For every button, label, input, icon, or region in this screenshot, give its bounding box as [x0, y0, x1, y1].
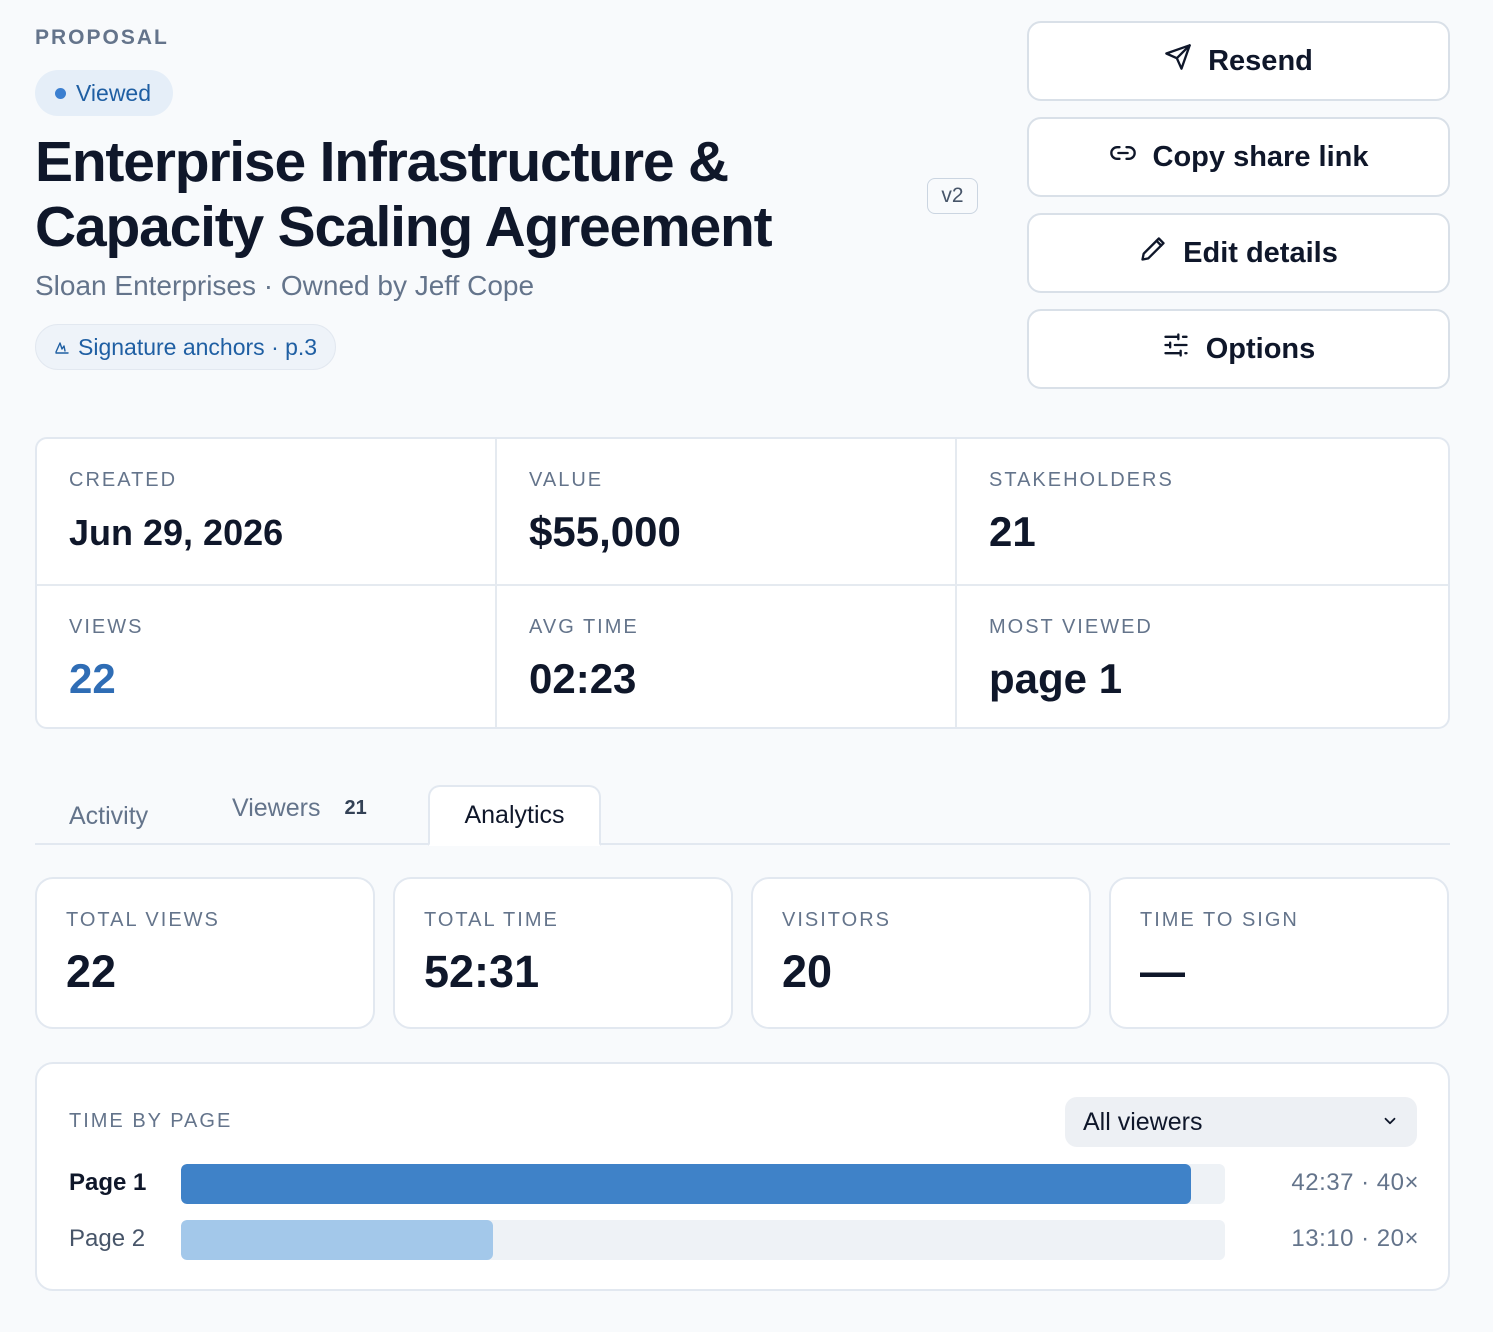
sliders-icon: [1162, 331, 1190, 367]
metric-total-time: TOTAL TIME 52:31: [393, 877, 733, 1029]
tab-viewers-label: Viewers: [232, 794, 320, 823]
signature-anchors-chip[interactable]: Signature anchors · p.3: [35, 324, 336, 370]
stat-label: VIEWS: [69, 616, 463, 639]
time-by-page-panel: TIME BY PAGE All viewers Page 1 42:37 · …: [35, 1062, 1450, 1291]
stat-label: STAKEHOLDERS: [989, 469, 1416, 492]
page-title: Enterprise Infrastructure & Capacity Sca…: [35, 130, 895, 260]
proposal-stats-grid: CREATED Jun 29, 2026 VALUE $55,000 STAKE…: [35, 437, 1450, 729]
edit-details-label: Edit details: [1183, 237, 1338, 270]
proposal-eyebrow: PROPOSAL: [35, 26, 169, 50]
page-time-stat: 42:37 · 40×: [1291, 1169, 1419, 1197]
metric-value: 20: [782, 946, 1060, 998]
metric-value: 52:31: [424, 946, 702, 998]
status-dot-icon: [55, 88, 66, 99]
metric-total-views: TOTAL VIEWS 22: [35, 877, 375, 1029]
resend-button[interactable]: Resend: [1027, 21, 1450, 101]
signature-icon: [54, 334, 70, 361]
stat-label: VALUE: [529, 469, 923, 492]
tab-activity[interactable]: Activity: [69, 786, 148, 847]
stat-label: AVG TIME: [529, 616, 923, 639]
page-label: Page 2: [69, 1225, 145, 1253]
version-badge: v2: [927, 178, 978, 214]
action-buttons: Resend Copy share link Edit details Opti…: [1027, 21, 1450, 405]
send-icon: [1164, 43, 1192, 79]
stat-most-viewed: MOST VIEWED page 1: [957, 586, 1448, 729]
copy-share-link-label: Copy share link: [1153, 141, 1369, 174]
resend-label: Resend: [1208, 45, 1313, 78]
page-subtitle: Sloan Enterprises · Owned by Jeff Cope: [35, 270, 534, 302]
stat-value: Jun 29, 2026: [69, 512, 463, 554]
pencil-icon: [1139, 235, 1167, 271]
stat-value-amount: VALUE $55,000: [497, 439, 957, 586]
time-by-page-rows: Page 1 42:37 · 40× Page 2 13:10 · 20×: [69, 1161, 1419, 1273]
viewers-count-badge: 21: [344, 797, 366, 820]
tab-viewers[interactable]: Viewers 21: [232, 778, 367, 839]
edit-details-button[interactable]: Edit details: [1027, 213, 1450, 293]
analytics-metrics: TOTAL VIEWS 22 TOTAL TIME 52:31 VISITORS…: [35, 877, 1450, 1029]
stat-value: 21: [989, 508, 1416, 556]
stat-stakeholders: STAKEHOLDERS 21: [957, 439, 1448, 586]
stat-created: CREATED Jun 29, 2026: [37, 439, 497, 586]
viewer-filter-select[interactable]: All viewers: [1065, 1097, 1417, 1147]
stat-value: 02:23: [529, 655, 923, 703]
metric-value: 22: [66, 946, 344, 998]
time-bar-track: [181, 1220, 1225, 1260]
stat-avg-time: AVG TIME 02:23: [497, 586, 957, 729]
metric-label: TIME TO SIGN: [1140, 909, 1418, 932]
link-icon: [1109, 139, 1137, 175]
metric-value: —: [1140, 946, 1418, 998]
time-bar-track: [181, 1164, 1225, 1204]
page-time-row: Page 1 42:37 · 40×: [69, 1161, 1419, 1217]
options-label: Options: [1206, 333, 1316, 366]
tab-bar: Activity Viewers 21 Analytics: [35, 784, 1450, 845]
stat-value: page 1: [989, 655, 1416, 703]
page-time-row: Page 2 13:10 · 20×: [69, 1217, 1419, 1273]
page-label: Page 1: [69, 1169, 146, 1197]
chevron-down-icon: [1381, 1108, 1399, 1137]
options-button[interactable]: Options: [1027, 309, 1450, 389]
stat-label: CREATED: [69, 469, 463, 492]
stat-views: VIEWS 22: [37, 586, 497, 729]
stat-value: $55,000: [529, 508, 923, 556]
time-bar-fill: [181, 1164, 1191, 1204]
stat-value: 22: [69, 655, 463, 703]
time-bar-fill: [181, 1220, 493, 1260]
signature-anchors-label: Signature anchors · p.3: [78, 334, 317, 361]
tab-analytics[interactable]: Analytics: [428, 785, 601, 846]
panel-title: TIME BY PAGE: [69, 1110, 232, 1133]
stat-label: MOST VIEWED: [989, 616, 1416, 639]
status-label: Viewed: [76, 80, 151, 107]
metric-label: VISITORS: [782, 909, 1060, 932]
metric-visitors: VISITORS 20: [751, 877, 1091, 1029]
metric-time-to-sign: TIME TO SIGN —: [1109, 877, 1449, 1029]
viewer-filter-value: All viewers: [1083, 1108, 1202, 1137]
metric-label: TOTAL TIME: [424, 909, 702, 932]
metric-label: TOTAL VIEWS: [66, 909, 344, 932]
page-time-stat: 13:10 · 20×: [1291, 1225, 1419, 1253]
copy-share-link-button[interactable]: Copy share link: [1027, 117, 1450, 197]
status-badge: Viewed: [35, 70, 173, 116]
